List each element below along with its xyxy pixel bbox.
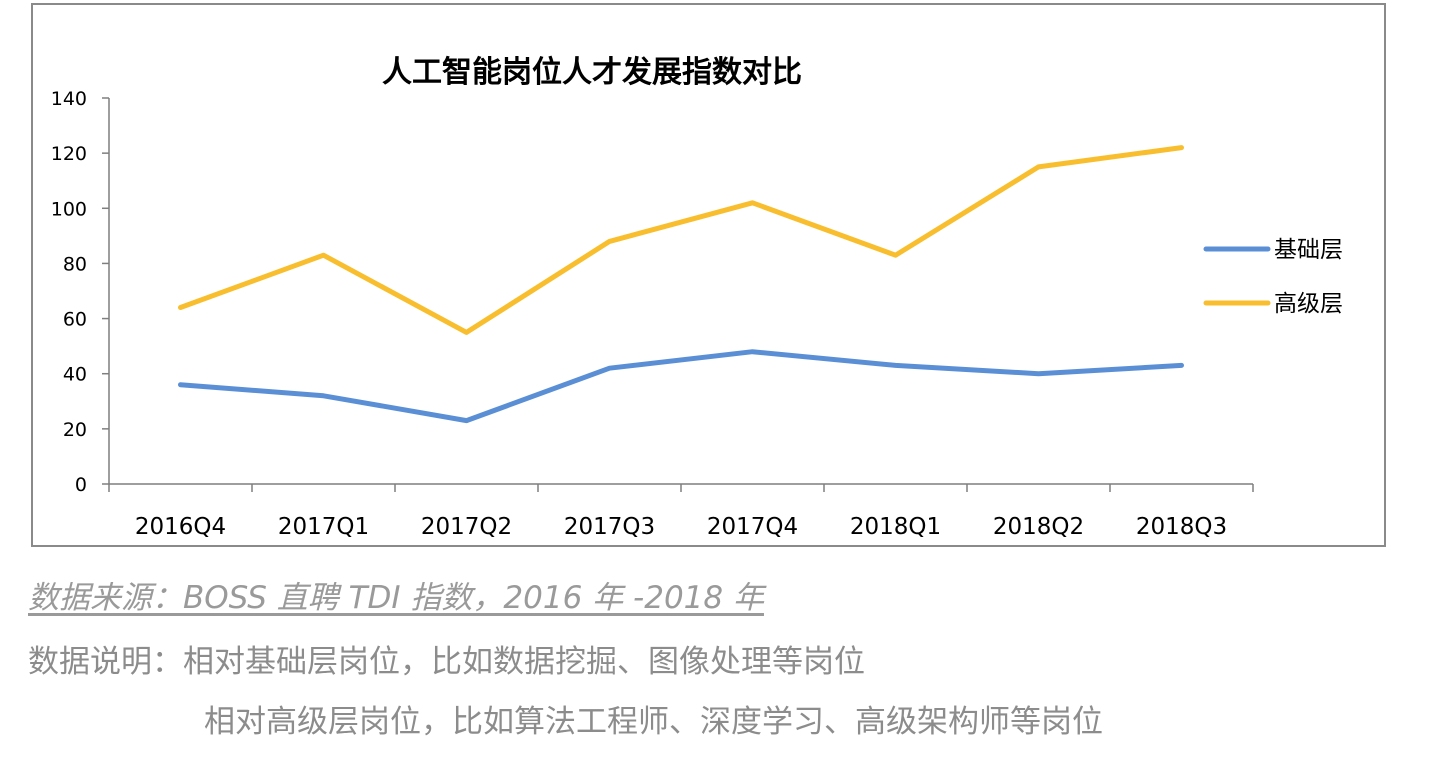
data-point — [893, 363, 898, 368]
data-point — [1036, 164, 1041, 169]
chart-title: 人工智能岗位人才发展指数对比 — [382, 55, 802, 90]
x-tick-label: 2017Q4 — [707, 514, 798, 540]
data-point — [750, 349, 755, 354]
legend-label: 高级层 — [1274, 291, 1343, 317]
x-tick-label: 2017Q3 — [564, 514, 655, 540]
series-line — [178, 349, 1184, 424]
data-note-text-1: 相对基础层岗位，比如数据挖掘、图像处理等岗位 — [183, 644, 865, 680]
x-tick-label: 2018Q2 — [993, 514, 1084, 540]
series-line — [178, 145, 1184, 335]
data-point — [893, 253, 898, 258]
series-2 — [178, 145, 1184, 335]
y-tick-label: 60 — [63, 309, 87, 331]
x-tick-label: 2018Q1 — [850, 514, 941, 540]
data-point — [1179, 145, 1184, 150]
data-point — [1179, 363, 1184, 368]
data-note-label: 数据说明： — [28, 644, 183, 680]
data-point — [1036, 371, 1041, 376]
y-tick-label: 80 — [63, 253, 87, 275]
data-point — [178, 382, 183, 387]
data-point — [750, 200, 755, 205]
x-tick-label: 2017Q1 — [278, 514, 369, 540]
data-point — [464, 330, 469, 335]
x-tick-label: 2018Q3 — [1136, 514, 1227, 540]
y-tick-label: 120 — [51, 143, 87, 165]
data-point — [321, 393, 326, 398]
y-tick-label: 100 — [51, 198, 87, 220]
data-note-line-2: 相对高级层岗位，比如算法工程师、深度学习、高级架构师等岗位 — [204, 704, 1103, 740]
chart-series — [178, 145, 1184, 424]
legend-label: 基础层 — [1274, 237, 1343, 263]
x-tick-label: 2016Q4 — [135, 514, 226, 540]
data-point — [178, 305, 183, 310]
data-point — [464, 418, 469, 423]
y-tick-label: 40 — [63, 364, 87, 386]
data-note-line-1: 数据说明：相对基础层岗位，比如数据挖掘、图像处理等岗位 — [28, 636, 865, 681]
data-point — [607, 239, 612, 244]
x-axis-ticks: 2016Q4 2017Q1 2017Q2 2017Q3 2017Q4 2018Q1 2018… — [108, 484, 1254, 540]
line-chart: 人工智能岗位人才发展指数对比 0 20 40 60 80 100 120 140 2016Q4… — [51, 55, 1343, 540]
series-1 — [178, 349, 1184, 424]
data-point — [607, 366, 612, 371]
y-tick-label: 20 — [63, 419, 87, 441]
y-axis-ticks: 0 20 40 60 80 100 120 140 — [51, 88, 109, 496]
data-point — [321, 253, 326, 258]
chart-frame — [31, 3, 1386, 547]
y-tick-label: 140 — [51, 88, 87, 110]
chart-axes — [108, 98, 1253, 485]
data-source-text: 数据来源：BOSS 直聘 TDI 指数，2016 年 -2018 年 — [28, 580, 764, 616]
x-tick-label: 2017Q2 — [421, 514, 512, 540]
y-tick-label: 0 — [75, 474, 87, 496]
